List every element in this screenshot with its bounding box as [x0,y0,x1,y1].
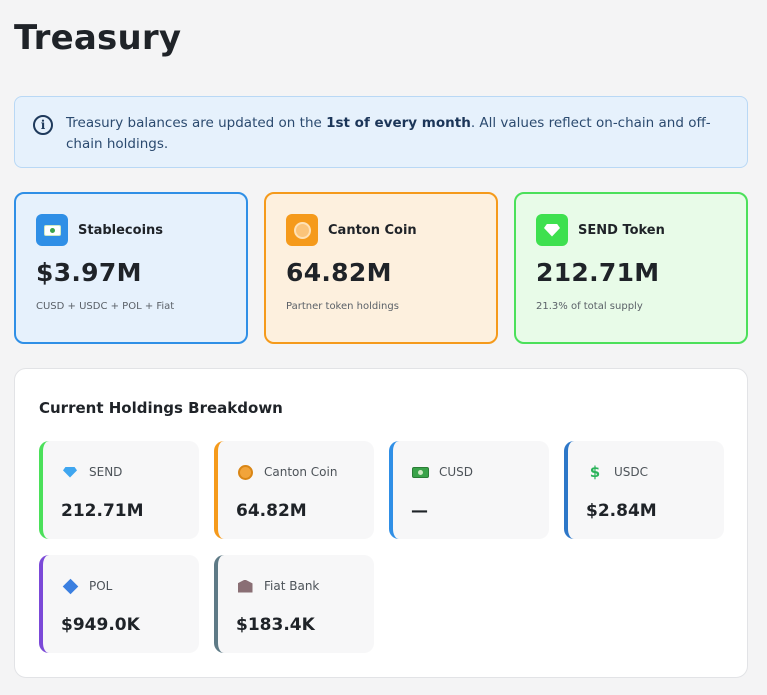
panel-title: Current Holdings Breakdown [39,399,283,417]
send-token-card: SEND Token 212.71M 21.3% of total supply [514,192,748,344]
money-icon [411,463,429,481]
bank-icon [236,577,254,595]
notice-text-before: Treasury balances are updated on the [66,115,327,131]
card-value: 64.82M [286,258,392,287]
tile-label: POL [89,579,113,593]
stablecoins-card: Stablecoins $3.97M CUSD + USDC + POL + F… [14,192,248,344]
holding-tile-fiat-bank: Fiat Bank $183.4K [214,555,374,653]
coin-icon [236,463,254,481]
gem-icon [61,463,79,481]
notice-text-after: . All values reflect on-chain and off-ch… [66,115,711,152]
page-title: Treasury [14,18,182,58]
tile-value: $2.84M [586,501,657,521]
card-subtitle: Partner token holdings [286,301,399,312]
notice-text-bold: 1st of every month [326,115,471,131]
card-value: 212.71M [536,258,660,287]
tile-value: 64.82M [236,501,307,521]
card-label: SEND Token [578,222,665,238]
card-label: Stablecoins [78,222,164,238]
gem-icon [536,214,568,246]
tile-value: $183.4K [236,615,315,635]
tile-label: CUSD [439,465,474,479]
holding-tile-usdc: $ USDC $2.84M [564,441,724,539]
card-label: Canton Coin [328,222,417,238]
holdings-breakdown-panel: Current Holdings Breakdown SEND 212.71M … [14,368,748,678]
coin-icon [286,214,318,246]
holding-tile-canton-coin: Canton Coin 64.82M [214,441,374,539]
card-subtitle: 21.3% of total supply [536,301,643,312]
info-icon: i [33,115,53,135]
holding-tile-send: SEND 212.71M [39,441,199,539]
tile-label: Fiat Bank [264,579,320,593]
notice-text: Treasury balances are updated on the 1st… [66,113,729,155]
diamond-icon [61,577,79,595]
tile-label: Canton Coin [264,465,338,479]
tile-value: $949.0K [61,615,140,635]
money-icon [36,214,68,246]
holding-tile-pol: POL $949.0K [39,555,199,653]
tile-label: USDC [614,465,649,479]
card-value: $3.97M [36,258,142,287]
dollar-icon: $ [589,463,601,481]
tile-label: SEND [89,465,123,479]
holding-tile-cusd: CUSD — [389,441,549,539]
canton-coin-card: Canton Coin 64.82M Partner token holding… [264,192,498,344]
tile-value: 212.71M [61,501,144,521]
info-notice: i Treasury balances are updated on the 1… [14,96,748,168]
tile-value: — [411,501,428,521]
card-subtitle: CUSD + USDC + POL + Fiat [36,301,175,312]
